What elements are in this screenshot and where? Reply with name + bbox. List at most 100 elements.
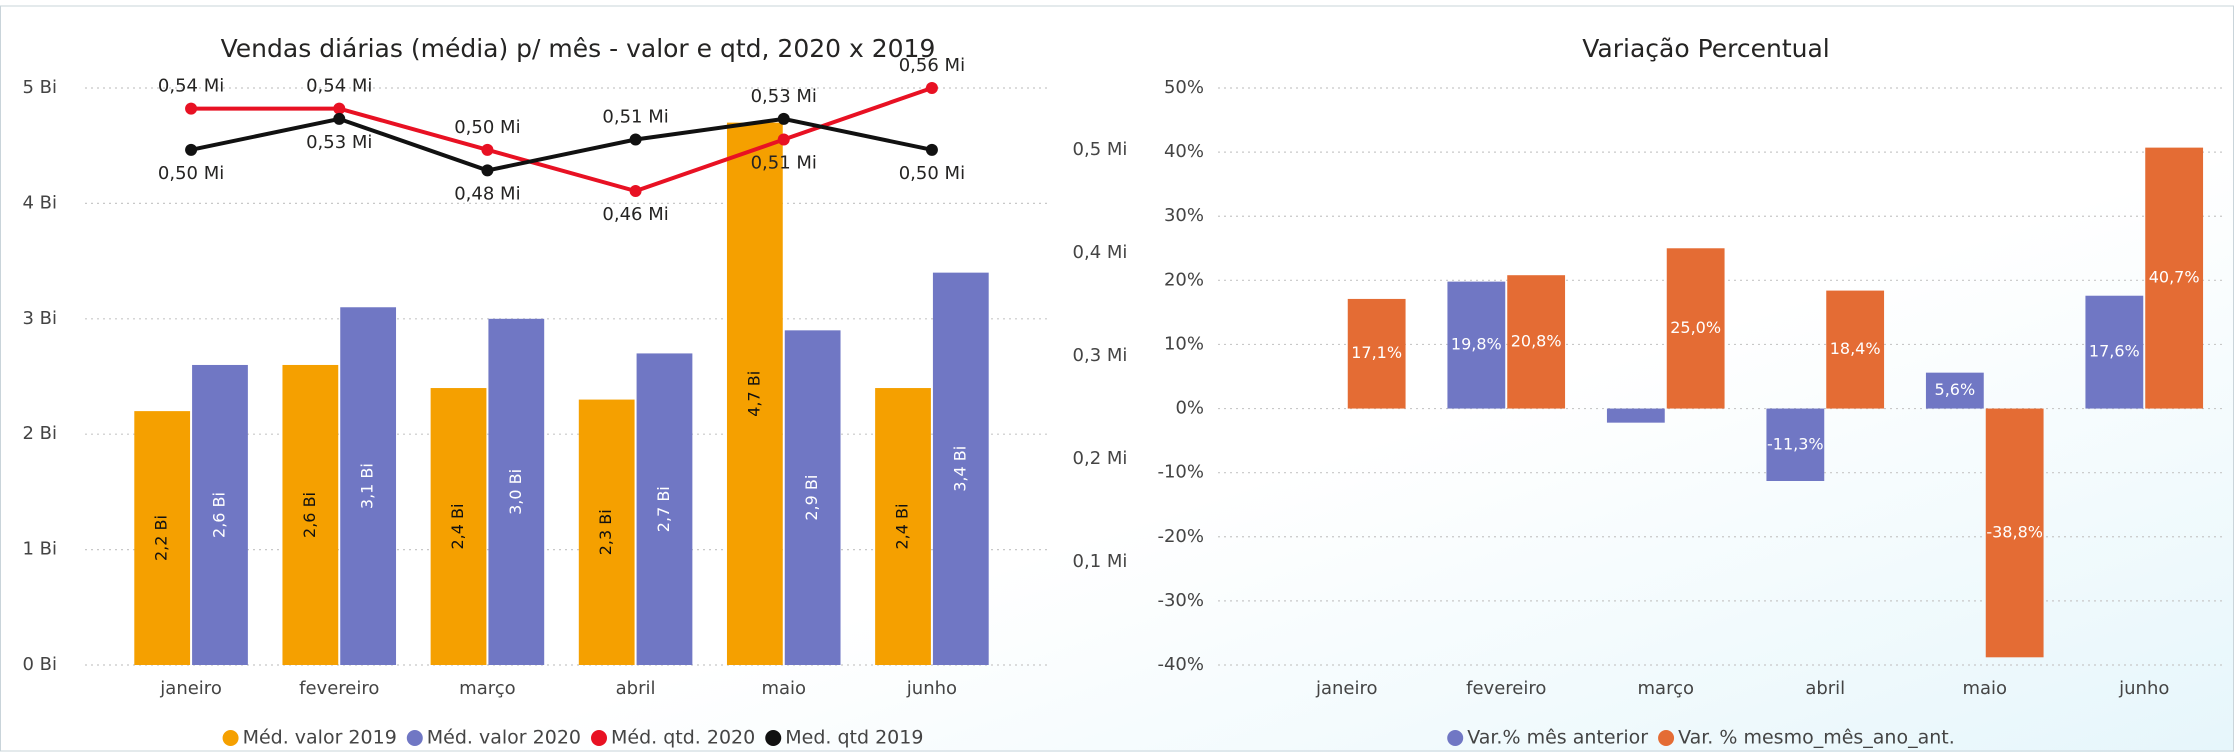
bar-label: 20,8%	[1511, 331, 1562, 350]
line-point	[925, 143, 938, 156]
line-label: 0,51 Mi	[602, 107, 668, 128]
bar-label: 2,4 Bi	[893, 504, 912, 550]
chart-title: Vendas diárias (média) p/ mês - valor e …	[221, 34, 936, 63]
bar-label: 2,6 Bi	[209, 492, 228, 538]
legend-label: Méd. valor 2019	[243, 727, 397, 749]
bar-label: 2,6 Bi	[300, 492, 319, 538]
line-point	[185, 143, 198, 156]
line-point	[185, 102, 198, 115]
line-point	[777, 133, 790, 146]
bar	[1666, 248, 1725, 409]
y2-tick-label: 0,5 Mi	[1073, 139, 1128, 160]
bar-label: 2,9 Bi	[802, 475, 821, 521]
line-point	[629, 185, 642, 198]
bar	[2085, 295, 2144, 409]
y-tick-label: 2 Bi	[22, 423, 57, 444]
bar	[488, 318, 545, 665]
line-label: 0,50 Mi	[454, 117, 520, 138]
bar-label: 2,4 Bi	[448, 504, 467, 550]
y-tick-label: -30%	[1157, 590, 1204, 611]
line-label: 0,50 Mi	[158, 163, 224, 184]
y-tick-label: 10%	[1164, 333, 1204, 354]
legend-marker	[1447, 730, 1464, 746]
bar-label: 3,0 Bi	[506, 469, 525, 515]
line-point	[777, 112, 790, 125]
line-label: 0,54 Mi	[306, 76, 372, 97]
legend-marker	[406, 730, 423, 746]
line-label: 0,51 Mi	[751, 153, 817, 174]
y2-tick-label: 0,2 Mi	[1073, 448, 1128, 469]
x-tick-label: janeiro	[1315, 678, 1378, 699]
bar	[1925, 372, 1984, 409]
y-tick-label: -10%	[1157, 462, 1204, 483]
line-label: 0,56 Mi	[899, 55, 965, 76]
x-tick-label: março	[459, 678, 515, 699]
bar-label: 18,4%	[1830, 339, 1881, 358]
bar-label: 17,6%	[2089, 342, 2140, 361]
legend-marker	[765, 730, 782, 746]
y-tick-label: 4 Bi	[22, 192, 57, 213]
bar	[430, 388, 487, 665]
y2-tick-label: 0,4 Mi	[1073, 242, 1128, 263]
line-point	[925, 82, 938, 94]
line-label: 0,53 Mi	[306, 132, 372, 153]
legend-marker	[222, 730, 239, 746]
line-point	[333, 102, 346, 115]
bar	[784, 330, 841, 665]
y-tick-label: 40%	[1164, 141, 1204, 162]
y-tick-label: 5 Bi	[22, 77, 57, 98]
y-tick-label: -40%	[1157, 654, 1204, 675]
bar	[932, 272, 989, 665]
x-tick-label: abril	[616, 678, 656, 699]
bar	[726, 122, 783, 666]
bar-label: -11,3%	[1767, 434, 1824, 453]
line	[190, 116, 933, 173]
bar	[1766, 408, 1825, 482]
bar	[192, 364, 248, 665]
bar	[578, 399, 635, 665]
legend-label: Var. % mesmo_mês_ano_ant.	[1678, 727, 1955, 749]
legend-marker	[1658, 730, 1675, 746]
line-label: 0,48 Mi	[454, 183, 520, 204]
y-tick-label: 0%	[1175, 398, 1204, 419]
legend-label: Var.% mês anterior	[1467, 727, 1648, 749]
y-tick-label: 30%	[1164, 205, 1204, 226]
y-tick-label: 20%	[1164, 269, 1204, 290]
bar-label: 40,7%	[2149, 268, 2200, 287]
line-label: 0,50 Mi	[899, 163, 965, 184]
bar	[282, 364, 339, 665]
line	[191, 86, 933, 194]
y-tick-label: 3 Bi	[22, 308, 57, 329]
bar-label: 19,8%	[1451, 335, 1502, 354]
line-label: 0,46 Mi	[602, 204, 668, 225]
x-tick-label: março	[1638, 678, 1694, 699]
chart-title: Variação Percentual	[1582, 34, 1830, 63]
bar-label: 5,6%	[1935, 380, 1976, 399]
bar-label: 25,0%	[1670, 318, 1721, 337]
bar	[1507, 275, 1566, 409]
line-label: 0,54 Mi	[158, 76, 224, 97]
line-point	[333, 112, 346, 125]
bar-label: 17,1%	[1351, 343, 1402, 362]
bar-label: -38,8%	[1986, 522, 2043, 541]
bar	[134, 411, 191, 665]
line-point	[481, 164, 494, 177]
y-tick-label: -20%	[1157, 526, 1204, 547]
bar	[1985, 408, 2044, 658]
bar	[1347, 298, 1406, 409]
x-tick-label: janeiro	[159, 678, 222, 699]
y2-tick-label: 0,1 Mi	[1073, 551, 1128, 572]
bar-label: 2,2 Bi	[152, 515, 171, 561]
bar-label: 3,4 Bi	[950, 446, 969, 492]
bar	[875, 388, 931, 665]
x-tick-label: fevereiro	[299, 678, 379, 699]
bar	[1826, 290, 1885, 409]
x-tick-label: junho	[906, 678, 957, 699]
legend-label: Med. qtd 2019	[785, 727, 923, 749]
y-tick-label: 0 Bi	[22, 654, 57, 675]
bar-label: 2,7 Bi	[654, 486, 673, 532]
bar	[340, 307, 397, 665]
legend-label: Méd. valor 2020	[427, 727, 581, 749]
bar-label: 2,3 Bi	[596, 509, 615, 555]
